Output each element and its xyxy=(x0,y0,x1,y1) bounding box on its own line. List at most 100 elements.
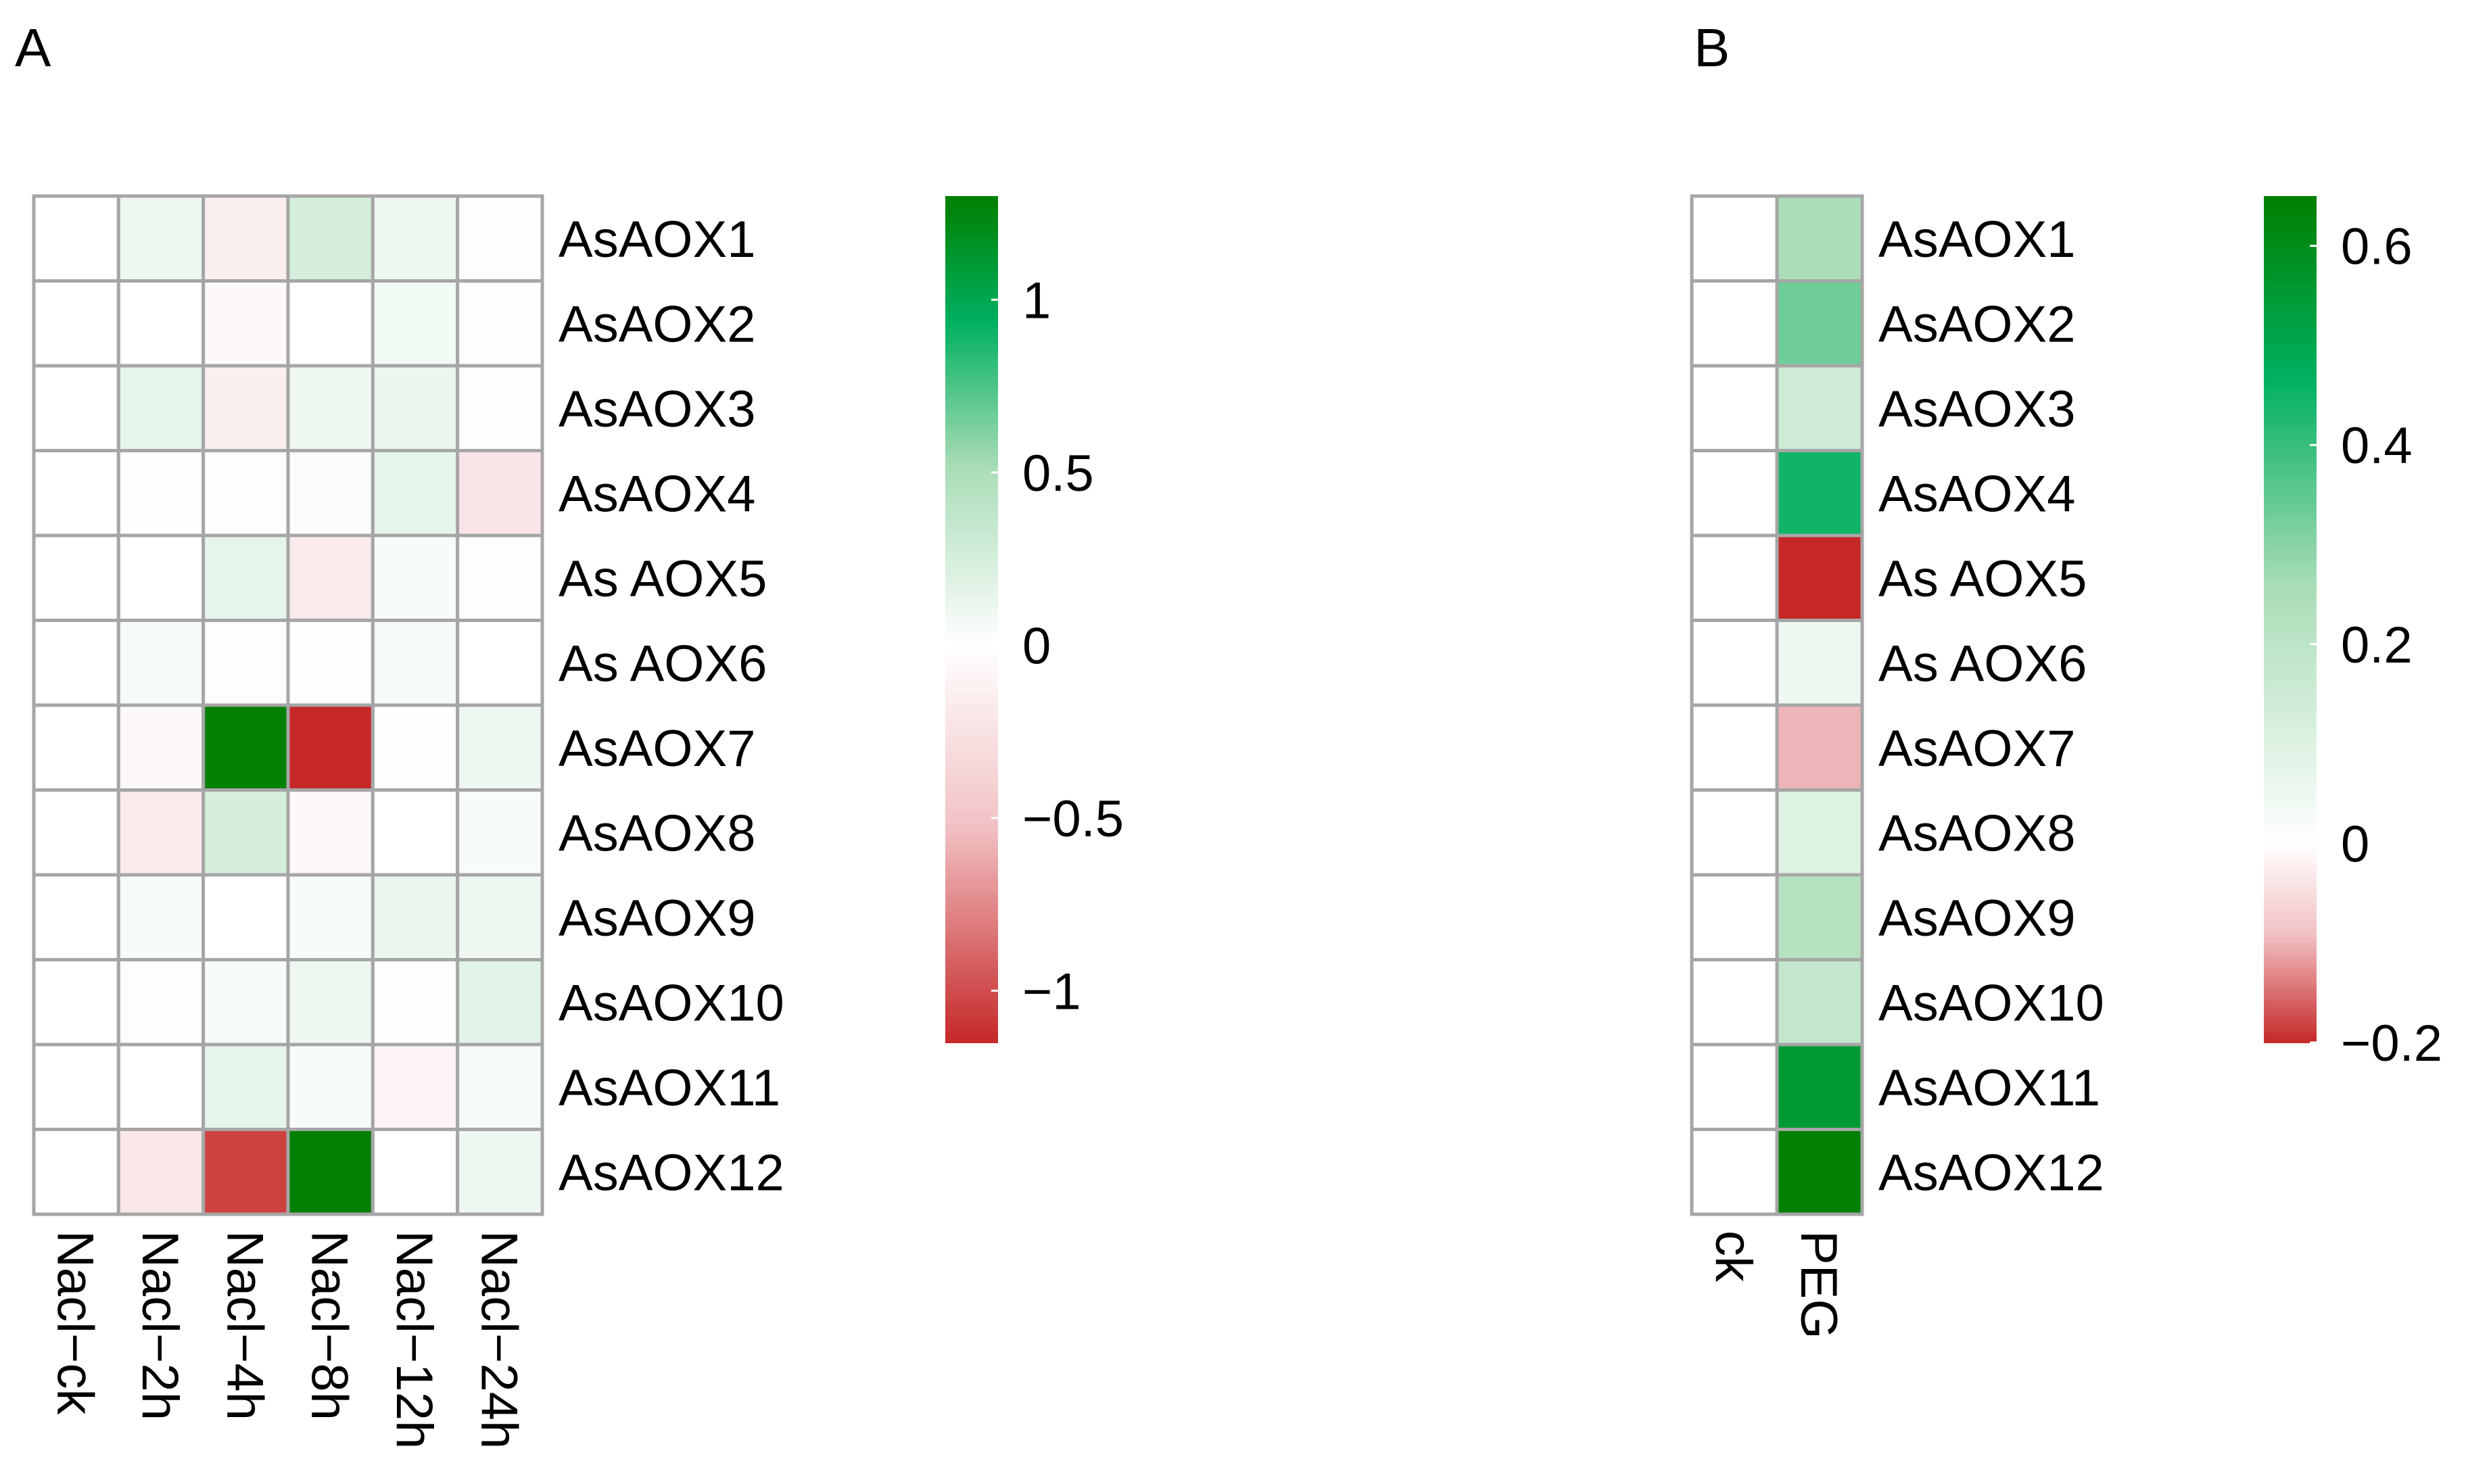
legend-gradient-step xyxy=(2264,391,2317,398)
heatmap-cell xyxy=(286,533,375,622)
heatmap-cell xyxy=(32,279,120,368)
legend-gradient-step xyxy=(2264,736,2317,742)
heatmap-cell xyxy=(1775,958,1864,1047)
legend-gradient-step xyxy=(2264,926,2317,932)
legend-gradient-step xyxy=(945,502,998,509)
legend-gradient-step xyxy=(2264,397,2317,404)
legend-gradient-step xyxy=(945,487,998,494)
legend-tick-label: −1 xyxy=(1022,963,1081,1020)
legend-gradient-step xyxy=(2264,942,2317,949)
legend-gradient-step xyxy=(945,418,998,425)
legend-gradient-step xyxy=(945,212,998,218)
legend-gradient-step xyxy=(945,545,998,552)
legend-gradient-step xyxy=(2264,376,2317,382)
legend-gradient-step xyxy=(945,560,998,567)
legend-gradient-step xyxy=(945,783,998,790)
legend-gradient-step xyxy=(2264,650,2317,657)
legend-gradient-step xyxy=(945,376,998,382)
legend-gradient-step xyxy=(945,846,998,853)
legend-gradient-step xyxy=(2264,682,2317,689)
legend-gradient-step xyxy=(945,936,998,943)
legend-gradient-step xyxy=(2264,243,2317,250)
legend-gradient-step xyxy=(2264,264,2317,271)
legend-gradient-step xyxy=(945,455,998,462)
legend-gradient-step xyxy=(945,899,998,906)
heatmap-cell xyxy=(1775,279,1864,368)
legend-gradient-step xyxy=(2264,328,2317,335)
legend-gradient-step xyxy=(2264,429,2317,435)
legend-gradient-step xyxy=(945,296,998,303)
heatmap-cell xyxy=(1690,194,1779,283)
legend-gradient-step xyxy=(2264,836,2317,842)
legend-gradient-step xyxy=(2264,582,2317,589)
legend-gradient-step xyxy=(945,1021,998,1028)
legend-gradient-step xyxy=(2264,936,2317,943)
legend-gradient-step xyxy=(2264,608,2317,615)
legend-gradient-step xyxy=(945,682,998,689)
legend-gradient-step xyxy=(2264,952,2317,959)
legend-gradient-step xyxy=(945,603,998,610)
legend-tick-label: −0.5 xyxy=(1022,790,1124,848)
legend-gradient-step xyxy=(945,867,998,874)
row-label: AsAOX7 xyxy=(559,720,755,777)
legend-gradient-step xyxy=(2264,545,2317,552)
legend-gradient-step xyxy=(2264,233,2317,239)
heatmap-cell xyxy=(456,194,544,283)
legend-gradient-step xyxy=(945,582,998,589)
legend-gradient-step xyxy=(2264,619,2317,625)
heatmap-cell xyxy=(116,279,206,368)
legend-gradient-step xyxy=(945,794,998,800)
legend-gradient-step xyxy=(2264,772,2317,779)
heatmap-cell xyxy=(286,1043,375,1131)
legend-gradient-step xyxy=(2264,492,2317,499)
legend-gradient-step xyxy=(2264,905,2317,911)
legend-gradient-step xyxy=(945,524,998,530)
legend-gradient-step xyxy=(2264,418,2317,425)
legend-gradient-step xyxy=(2264,439,2317,446)
legend-gradient-step xyxy=(2264,540,2317,546)
heatmap-cell xyxy=(456,1128,544,1216)
legend-tick-label: 0 xyxy=(1022,617,1051,675)
legend-gradient-step xyxy=(945,592,998,599)
legend-gradient-step xyxy=(945,608,998,615)
legend-gradient-step xyxy=(945,873,998,880)
legend-gradient-step xyxy=(2264,1026,2317,1033)
heatmap-cell xyxy=(456,364,544,452)
legend-gradient-step xyxy=(945,1015,998,1022)
legend-gradient-step xyxy=(945,757,998,763)
heatmap-cell xyxy=(456,619,544,707)
heatmap-cell xyxy=(116,449,206,537)
legend-gradient-step xyxy=(945,370,998,377)
legend-gradient-step xyxy=(2264,910,2317,917)
heatmap-cell xyxy=(371,1128,460,1216)
legend-gradient-step xyxy=(2264,566,2317,573)
legend-gradient-step xyxy=(945,275,998,282)
legend-gradient-step xyxy=(2264,513,2317,520)
legend-gradient-step xyxy=(945,995,998,1001)
column-label: Nacl−4h xyxy=(216,1230,273,1420)
row-label: AsAOX11 xyxy=(1878,1059,2100,1117)
legend-gradient-step xyxy=(2264,889,2317,895)
legend-gradient-step xyxy=(945,206,998,213)
legend-gradient-step xyxy=(2264,286,2317,292)
legend-gradient-step xyxy=(2264,698,2317,705)
legend-gradient-step xyxy=(945,588,998,594)
heatmap-cell xyxy=(201,364,290,452)
heatmap-cell xyxy=(1775,873,1864,961)
legend-gradient-step xyxy=(2264,820,2317,827)
legend-gradient-step xyxy=(945,227,998,234)
column-label: ck xyxy=(1705,1230,1762,1283)
legend-gradient-step xyxy=(945,650,998,657)
legend-gradient-step xyxy=(945,529,998,535)
legend-gradient-step xyxy=(945,423,998,430)
legend-gradient-step xyxy=(945,450,998,456)
legend-gradient-step xyxy=(2264,1011,2317,1017)
legend-gradient-step xyxy=(945,905,998,911)
heatmap-cell xyxy=(1775,1128,1864,1216)
row-label: AsAOX4 xyxy=(1878,465,2075,523)
legend-gradient-step xyxy=(945,217,998,224)
heatmap-cell xyxy=(371,1043,460,1131)
row-label: AsAOX3 xyxy=(1878,381,2075,438)
heatmap-cell xyxy=(1690,619,1779,707)
legend-gradient-step xyxy=(2264,238,2317,245)
